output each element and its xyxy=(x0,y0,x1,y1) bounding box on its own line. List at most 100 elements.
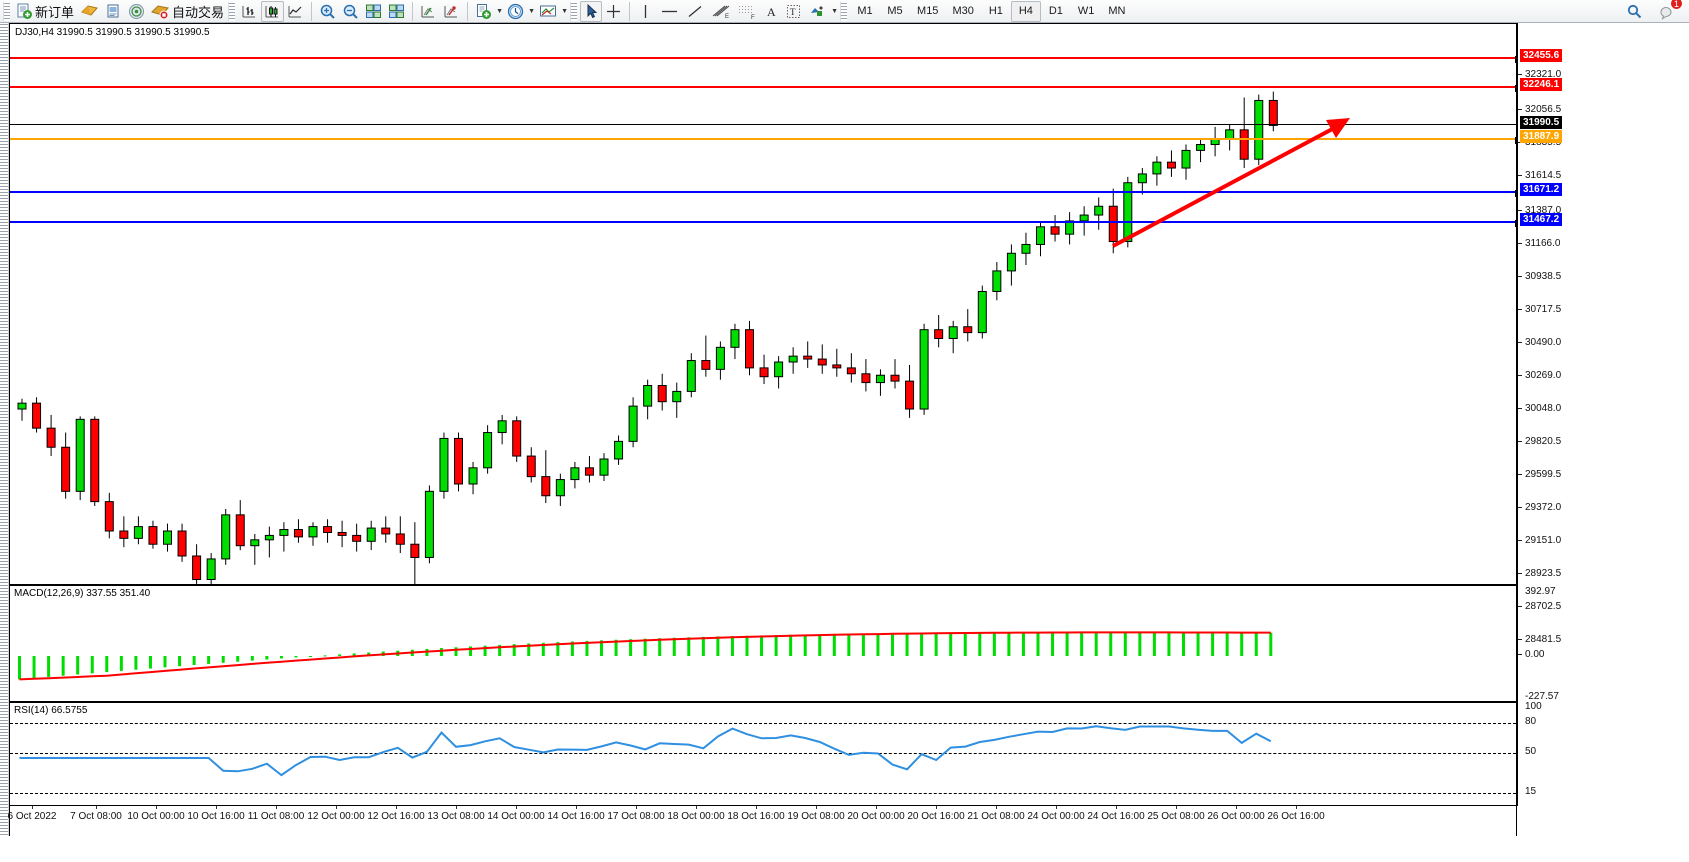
timeframe-h1[interactable]: H1 xyxy=(988,5,1003,17)
shapes-icon[interactable] xyxy=(805,1,830,22)
fibonacci-icon[interactable]: E xyxy=(708,1,734,22)
zoom-in-icon[interactable] xyxy=(316,1,339,22)
tile-windows-icon-2[interactable] xyxy=(385,1,408,22)
chart-scrollbar[interactable] xyxy=(0,836,1689,862)
line-chart-icon[interactable] xyxy=(284,1,307,22)
timeframe-m5[interactable]: M5 xyxy=(887,5,903,17)
price-tick: 28481.5 xyxy=(1518,634,1561,645)
bar-chart-icon[interactable] xyxy=(238,1,261,22)
price-level-label[interactable]: 31467.2 xyxy=(1520,213,1563,226)
time-tick-label: 10 Oct 16:00 xyxy=(187,811,245,822)
toolbar-right-group: 1 xyxy=(1623,0,1687,22)
rsi-tick: 80 xyxy=(1525,716,1537,727)
svg-text:F: F xyxy=(751,15,755,20)
toolbar-grip-2[interactable] xyxy=(228,1,236,21)
price-tick: 31387.0 xyxy=(1518,205,1561,216)
new-order-button[interactable]: 新订单 xyxy=(13,1,77,22)
timeframe-m15[interactable]: M15 xyxy=(917,5,939,17)
toolbar-grip-3[interactable] xyxy=(570,1,578,21)
toolbar-grip-4[interactable] xyxy=(840,1,848,21)
templates-icon[interactable] xyxy=(536,1,560,22)
periods-icon[interactable] xyxy=(504,1,527,22)
timeframe-m30[interactable]: M30 xyxy=(952,5,974,17)
time-tick-mark xyxy=(336,806,337,809)
price-level-label[interactable]: 31887.9 xyxy=(1520,130,1563,143)
time-tick-mark xyxy=(456,806,457,809)
auto-trading-label: 自动交易 xyxy=(172,4,225,20)
price-level-label[interactable]: 32246.1 xyxy=(1520,78,1563,91)
svg-text:T: T xyxy=(790,7,796,17)
indicators-icon[interactable] xyxy=(440,1,463,22)
tile-windows-icon[interactable] xyxy=(362,1,385,22)
time-tick-label: 19 Oct 08:00 xyxy=(787,811,845,822)
signals-button[interactable] xyxy=(125,1,148,22)
candlestick-chart-icon[interactable] xyxy=(261,0,285,22)
timeframe-mn[interactable]: MN xyxy=(1108,5,1126,17)
rsi-tick: 15 xyxy=(1525,786,1537,797)
trendline-icon[interactable] xyxy=(683,1,708,22)
text-icon[interactable]: A xyxy=(760,1,782,22)
add-object-icon[interactable] xyxy=(472,1,495,22)
price-level-label[interactable]: 32455.6 xyxy=(1520,49,1563,62)
notifications-icon[interactable]: 1 xyxy=(1655,0,1683,22)
price-scale[interactable]: 32321.032056.531835.531614.531387.031166… xyxy=(1517,23,1689,806)
macd-label: MACD(12,26,9) 337.55 351.40 xyxy=(14,588,151,599)
macd-panel[interactable]: MACD(12,26,9) 337.55 351.40 xyxy=(9,585,1517,702)
crosshair-icon[interactable] xyxy=(602,1,625,22)
chevron-down-icon-shapes[interactable]: ▼ xyxy=(831,7,838,15)
auto-trading-button[interactable]: 自动交易 xyxy=(148,1,227,22)
current-price-label[interactable]: 31990.5 xyxy=(1520,116,1563,129)
horizontal-line-icon[interactable] xyxy=(656,1,683,22)
print-preview-button[interactable] xyxy=(102,1,125,22)
chart-side-grip[interactable] xyxy=(0,23,9,862)
time-tick-label: 18 Oct 16:00 xyxy=(727,811,785,822)
time-tick-mark xyxy=(1236,806,1237,809)
notification-badge: 1 xyxy=(1670,0,1683,10)
price-tick: 29151.0 xyxy=(1518,535,1561,546)
fibo-fan-icon[interactable]: F xyxy=(734,1,760,22)
svg-text:E: E xyxy=(725,14,729,20)
text-label-icon[interactable]: T xyxy=(782,1,805,22)
entry-line[interactable] xyxy=(10,137,1516,144)
time-tick-mark xyxy=(1296,806,1297,809)
time-tick-mark xyxy=(756,806,757,809)
time-tick-mark xyxy=(876,806,877,809)
theme-button[interactable] xyxy=(77,1,102,22)
time-tick-label: 21 Oct 08:00 xyxy=(967,811,1025,822)
time-tick-label: 7 Oct 08:00 xyxy=(70,811,122,822)
timeframe-h4[interactable]: H4 xyxy=(1010,0,1041,22)
time-tick-mark xyxy=(396,806,397,809)
cursor-icon[interactable] xyxy=(580,0,603,22)
price-tick: 31166.0 xyxy=(1518,238,1560,249)
price-chart-panel[interactable]: DJ30,H4 31990.5 31990.5 31990.5 31990.5 xyxy=(9,23,1517,585)
current-price-line xyxy=(10,124,1516,125)
timeframe-d1[interactable]: D1 xyxy=(1048,5,1063,17)
rsi-tick: 100 xyxy=(1525,701,1542,712)
time-axis[interactable]: 6 Oct 2022 7 Oct 08:00 10 Oct 00:00 10 Oct … xyxy=(8,806,1517,836)
zoom-out-icon[interactable] xyxy=(339,1,362,22)
support-line-1[interactable] xyxy=(10,190,1516,197)
price-level-label[interactable]: 31671.2 xyxy=(1520,183,1563,196)
resistance-line-1[interactable] xyxy=(10,56,1516,63)
data-window-icon[interactable] xyxy=(417,1,440,22)
rsi-level-80 xyxy=(10,723,1516,724)
resistance-line-2[interactable] xyxy=(10,85,1516,92)
timeframe-w1[interactable]: W1 xyxy=(1077,5,1095,17)
rsi-series xyxy=(19,725,1272,777)
rsi-panel[interactable]: RSI(14) 66.5755 xyxy=(9,702,1517,806)
support-line-2[interactable] xyxy=(10,220,1516,227)
uptrend-arrow[interactable] xyxy=(10,24,1516,584)
price-tick: 30269.0 xyxy=(1518,370,1561,381)
search-icon[interactable] xyxy=(1623,1,1646,22)
macd-tick: -227.57 xyxy=(1525,691,1559,702)
timeframe-m1[interactable]: M1 xyxy=(857,5,873,17)
rsi-level-50 xyxy=(10,753,1516,754)
chevron-down-icon-periods[interactable]: ▼ xyxy=(528,7,535,15)
toolbar-grip[interactable] xyxy=(3,1,10,21)
vertical-line-icon[interactable] xyxy=(634,1,656,22)
time-tick-mark xyxy=(216,806,217,809)
chevron-down-icon-templates[interactable]: ▼ xyxy=(561,7,568,15)
chevron-down-icon-objects[interactable]: ▼ xyxy=(496,7,503,15)
time-tick-label: 14 Oct 00:00 xyxy=(487,811,545,822)
time-tick-mark xyxy=(32,806,33,809)
